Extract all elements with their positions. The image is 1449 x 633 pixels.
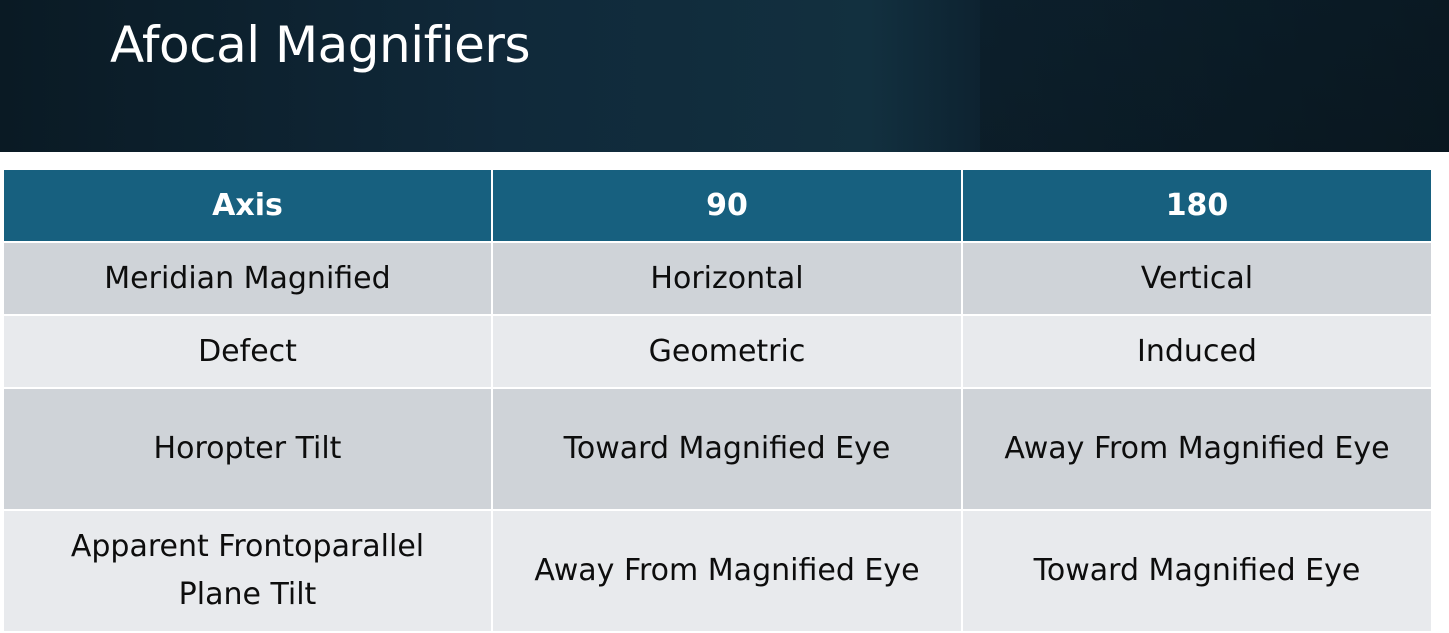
slide-title: Afocal Magnifiers	[110, 16, 531, 74]
table-row: Horopter Tilt Toward Magnified Eye Away …	[2, 387, 1433, 511]
row-label-cell: Apparent Frontoparallel Plane Tilt	[2, 509, 493, 633]
table-header-row: Axis 90 180	[2, 168, 1433, 243]
header-cell-90: 90	[491, 168, 963, 243]
row-label-cell: Meridian Magnified	[2, 241, 493, 316]
table-cell: Vertical	[961, 241, 1433, 316]
table-cell: Geometric	[491, 314, 963, 389]
table-row: Meridian Magnified Horizontal Vertical	[2, 241, 1433, 316]
table-cell: Toward Magnified Eye	[961, 509, 1433, 633]
table-row: Defect Geometric Induced	[2, 314, 1433, 389]
comparison-table: Axis 90 180 Meridian Magnified Horizonta…	[2, 168, 1433, 633]
comparison-table-container: Axis 90 180 Meridian Magnified Horizonta…	[2, 168, 1433, 633]
table-cell: Induced	[961, 314, 1433, 389]
title-banner	[0, 0, 1449, 152]
row-label-cell: Defect	[2, 314, 493, 389]
table-cell: Horizontal	[491, 241, 963, 316]
table-cell: Away From Magnified Eye	[491, 509, 963, 633]
header-cell-180: 180	[961, 168, 1433, 243]
header-cell-axis: Axis	[2, 168, 493, 243]
table-cell: Toward Magnified Eye	[491, 387, 963, 511]
table-row: Apparent Frontoparallel Plane Tilt Away …	[2, 509, 1433, 633]
table-cell: Away From Magnified Eye	[961, 387, 1433, 511]
row-label-cell: Horopter Tilt	[2, 387, 493, 511]
